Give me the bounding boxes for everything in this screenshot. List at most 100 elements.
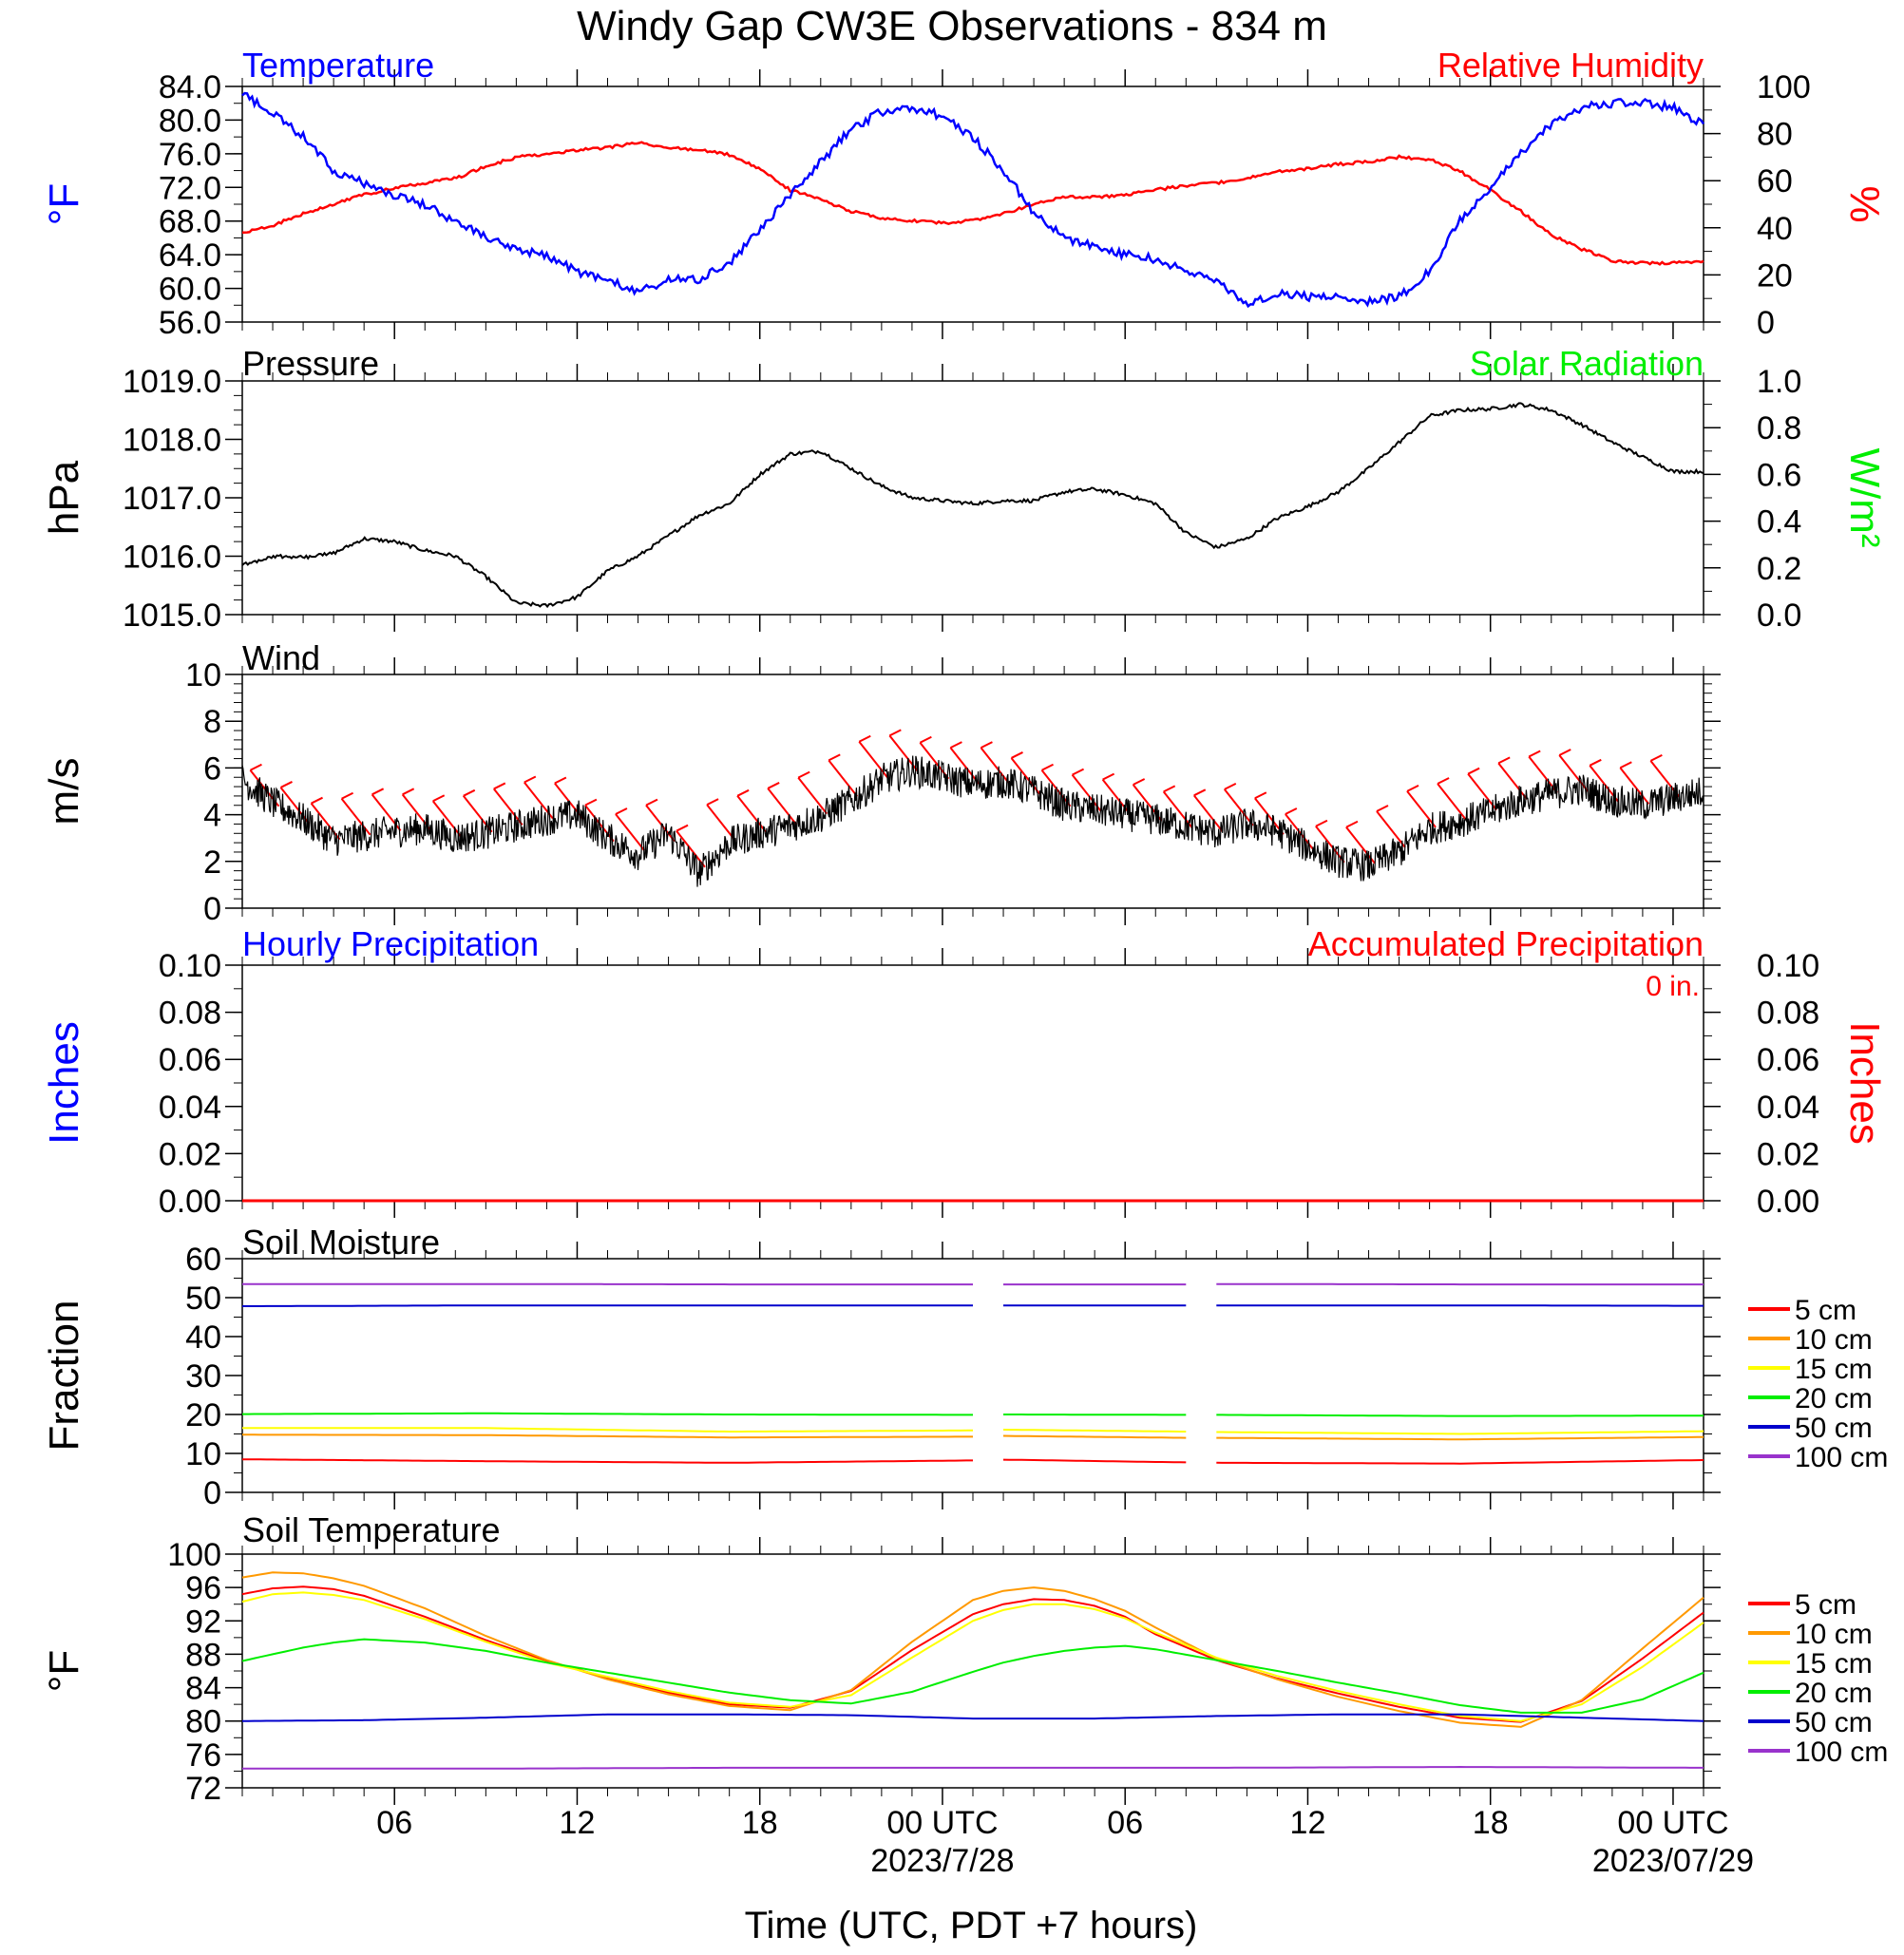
- wind-barb-staff: [1162, 790, 1193, 828]
- soil-moisture-legend-label: 20 cm: [1795, 1383, 1873, 1414]
- wind-left-tick-label: 10: [185, 657, 221, 693]
- wind-barb: [1467, 767, 1497, 811]
- soil-temp-legend-label: 100 cm: [1795, 1737, 1888, 1768]
- soil-moisture-line: [242, 1458, 973, 1464]
- wind-barb: [1223, 783, 1254, 826]
- soil-temp-legend-label: 20 cm: [1795, 1678, 1873, 1709]
- soil-moisture-legend-label: 5 cm: [1795, 1295, 1856, 1326]
- pressure-right-tick-label: 0.0: [1757, 598, 1801, 634]
- soil-moisture-line: [242, 1427, 973, 1433]
- time-date-label: 2023/07/29: [1592, 1843, 1754, 1879]
- wind-frame: [241, 674, 1704, 909]
- wind-barb-flag: [767, 782, 780, 789]
- wind-barb-flag: [1163, 785, 1176, 793]
- temperature-unit: °F: [41, 183, 87, 225]
- wind-barb-flag: [1254, 791, 1267, 800]
- precip-left-tick-label: 0.02: [159, 1136, 221, 1172]
- wind-barb-flag: [1467, 767, 1480, 775]
- wind-barb-staff: [767, 788, 797, 826]
- wind-barb-flag: [1133, 778, 1146, 786]
- soil-moisture-left-tick-label: 40: [185, 1319, 221, 1356]
- wind-barb: [1162, 785, 1193, 828]
- wind-barb: [706, 798, 736, 842]
- wind-barb-flag: [311, 796, 323, 805]
- soil-moisture-frame: [241, 1258, 1704, 1493]
- temp-rh-left-tick-label: 60.0: [159, 272, 221, 308]
- time-date-label: 2023/7/28: [870, 1843, 1014, 1879]
- pressure-left-tick-label: 1018.0: [123, 423, 221, 459]
- wind-barb-flag: [1437, 777, 1450, 785]
- humidity-title: Relative Humidity: [1438, 46, 1704, 85]
- wind-barb-staff: [736, 795, 767, 833]
- wind-barb-flag: [1285, 807, 1298, 815]
- wind-left-tick-label: 0: [203, 891, 221, 927]
- soil-moisture-title: Soil Moisture: [242, 1223, 440, 1262]
- soil-temp-legend-label: 15 cm: [1795, 1648, 1873, 1680]
- temp-rh-left-tick-label: 64.0: [159, 237, 221, 274]
- wind-barb-flag: [858, 734, 871, 743]
- wind-barb-flag: [463, 788, 476, 797]
- soil-moisture-legend-label: 10 cm: [1795, 1324, 1873, 1356]
- precip-right-tick-label: 0.04: [1757, 1090, 1819, 1126]
- wind-barb: [1192, 788, 1224, 832]
- wind-barb: [492, 782, 524, 826]
- wind-barb: [736, 788, 767, 833]
- wind-barb-staff: [1071, 774, 1102, 812]
- soil-temp-left-tick-label: 80: [185, 1704, 221, 1740]
- wind-barb-staff: [1497, 762, 1528, 800]
- accum-precip-title: Accumulated Precipitation: [1308, 924, 1704, 963]
- soil-temp-line: [241, 1585, 1704, 1723]
- humidity-line: [242, 141, 1704, 266]
- soil-temp-line: [242, 1765, 1704, 1770]
- wind-barb: [949, 741, 981, 785]
- wind-barb: [1315, 819, 1345, 864]
- pressure-right-tick-label: 0.2: [1757, 551, 1801, 587]
- wind-barb-flag: [1345, 820, 1359, 828]
- wind-barb-flag: [1497, 756, 1511, 765]
- wind-barb-flag: [706, 798, 719, 807]
- precip-frame: [241, 964, 1704, 1202]
- soil-moisture-left-tick-label: 0: [203, 1475, 221, 1511]
- soil-temp-left-tick-label: 96: [185, 1570, 221, 1606]
- time-tick-label: 06: [376, 1805, 412, 1841]
- wind-barb: [828, 753, 859, 798]
- soil-moisture-line: [1002, 1458, 1187, 1464]
- wind-left-tick-label: 2: [203, 845, 221, 881]
- soil-moisture-line: [1216, 1430, 1704, 1435]
- soil-moisture-line: [242, 1412, 973, 1416]
- wind-barb-staff: [1437, 783, 1467, 821]
- soil-moisture-legend-label: 50 cm: [1795, 1413, 1873, 1444]
- precip-right-tick-label: 0.10: [1757, 948, 1819, 984]
- soil-moisture-line: [1216, 1414, 1704, 1417]
- x-axis-label: Time (UTC, PDT +7 hours): [745, 1905, 1198, 1946]
- temp-rh-right-tick-label: 0: [1757, 305, 1775, 341]
- temp-rh-left-tick-label: 76.0: [159, 137, 221, 173]
- wind-barb: [431, 794, 463, 838]
- precip-left-tick-label: 0.04: [159, 1090, 221, 1126]
- soil-temp-line: [241, 1591, 1704, 1722]
- wind-left-tick-label: 8: [203, 704, 221, 740]
- wind-barb: [980, 741, 1011, 785]
- wind-barb-flag: [341, 791, 354, 800]
- wind-barb: [1010, 751, 1041, 795]
- wind-barb-flag: [1041, 763, 1054, 771]
- temp-rh-right-tick-label: 80: [1757, 117, 1793, 153]
- wind-barb-flag: [981, 741, 993, 750]
- soil-moisture-left-tick-label: 10: [185, 1436, 221, 1472]
- wind-barb-flag: [1558, 749, 1571, 756]
- soil-moisture-line: [1002, 1434, 1187, 1439]
- soil-temp-line: [241, 1571, 1704, 1728]
- wind-barb-flag: [888, 729, 902, 737]
- soil-temp-legend-label: 10 cm: [1795, 1619, 1873, 1650]
- wind-title: Wind: [242, 638, 320, 677]
- soil-moisture-legend-label: 15 cm: [1795, 1354, 1873, 1385]
- soil-temp-unit: °F: [41, 1650, 87, 1692]
- soil-moisture-left-tick-label: 50: [185, 1281, 221, 1317]
- wind-barb-flag: [402, 788, 415, 796]
- wind-barb: [797, 770, 828, 815]
- wind-barb-flag: [1649, 754, 1663, 762]
- wind-barb-staff: [492, 788, 524, 826]
- pressure-unit: hPa: [41, 460, 87, 535]
- pressure-left-tick-label: 1015.0: [123, 598, 221, 634]
